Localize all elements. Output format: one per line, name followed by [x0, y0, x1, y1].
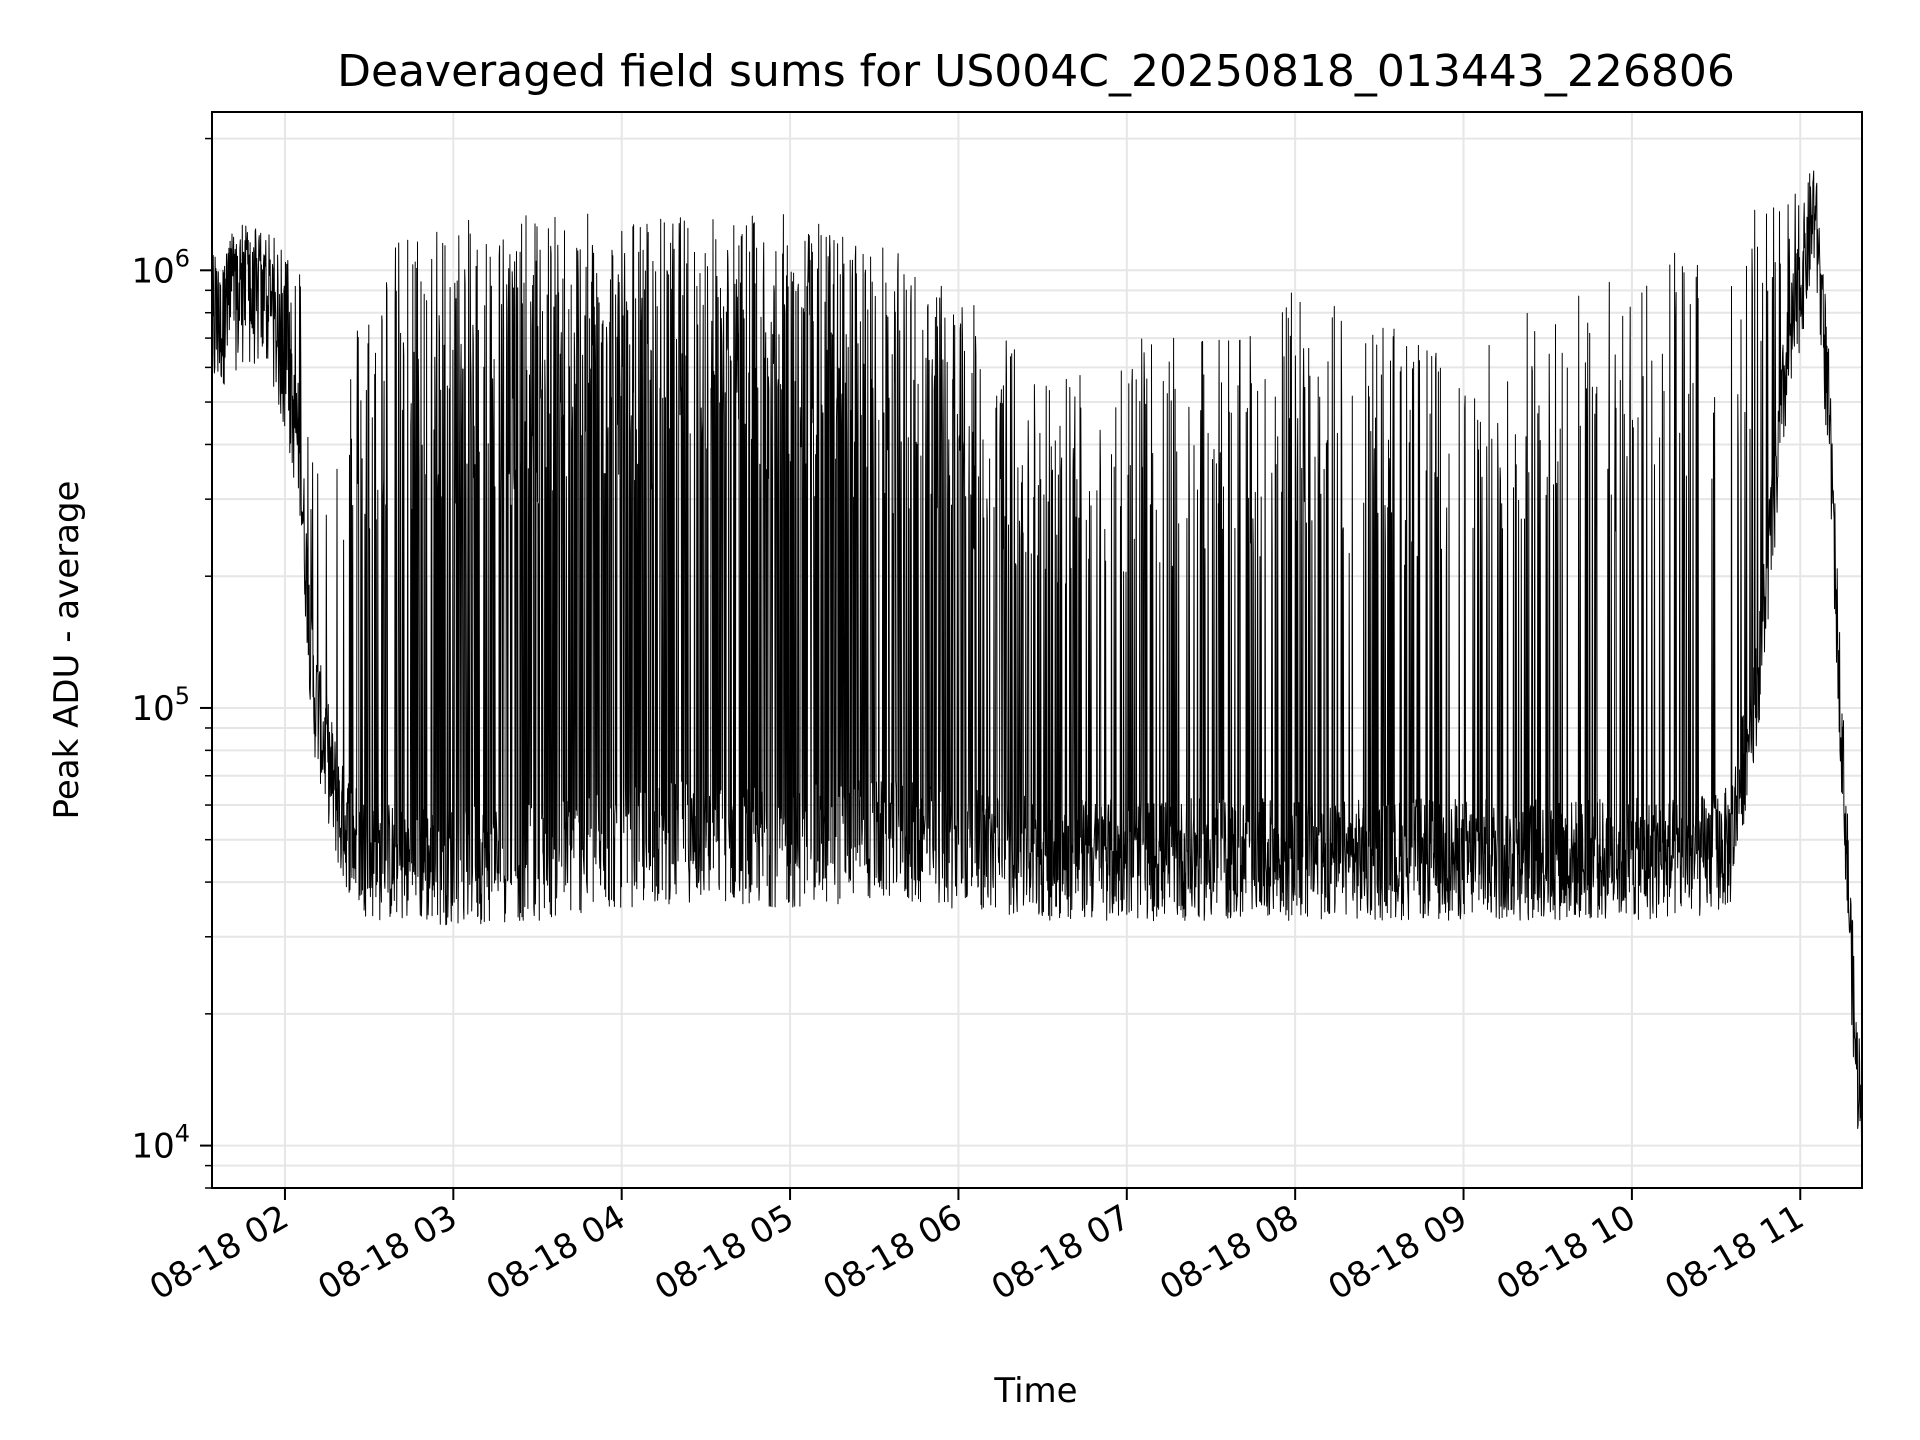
y-tick-label-base: 10	[131, 689, 174, 729]
y-tick-label: 106	[131, 244, 190, 291]
series-group	[211, 170, 1863, 1154]
series-line	[211, 170, 1863, 1154]
x-axis-label: Time	[993, 1371, 1077, 1411]
y-axis-label: Peak ADU - average	[47, 481, 87, 820]
y-tick-label: 104	[131, 1120, 190, 1167]
y-tick-label-exponent: 4	[175, 1120, 190, 1148]
y-tick-label: 105	[131, 682, 190, 729]
chart-title: Deaveraged field sums for US004C_2025081…	[337, 46, 1735, 97]
y-tick-label-exponent: 5	[175, 682, 190, 710]
plot-frame	[211, 111, 1863, 1189]
y-tick-label-base: 10	[131, 1127, 174, 1167]
y-tick-label-base: 10	[131, 251, 174, 291]
y-tick-label-exponent: 6	[175, 244, 190, 272]
